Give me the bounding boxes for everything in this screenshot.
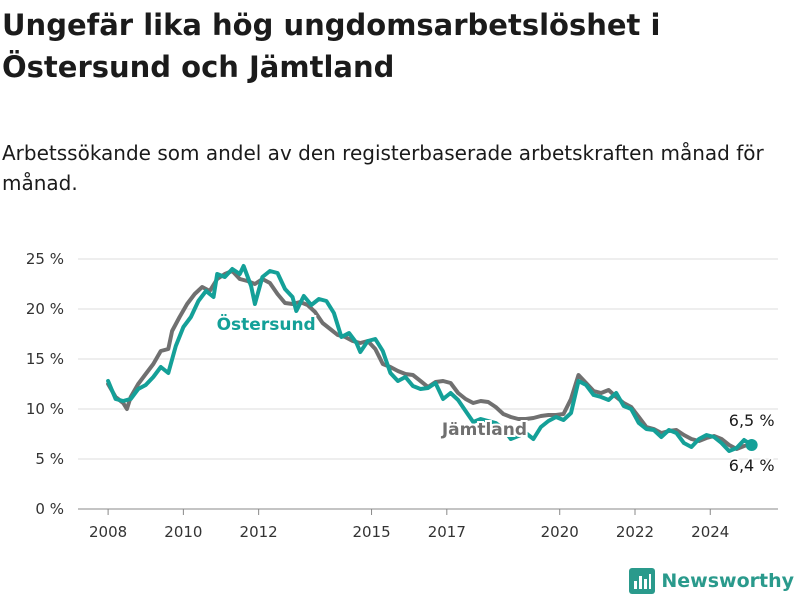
brand-logo: Newsworthy [629, 568, 794, 594]
series-line--stersund [106, 264, 754, 453]
y-tick-label: 15 % [26, 350, 64, 368]
y-tick-label: 5 % [35, 450, 64, 468]
end-value-label-jamtland: 6,5 % [729, 411, 775, 430]
x-tick-label: 2008 [89, 523, 127, 541]
y-tick-label: 0 % [35, 500, 64, 518]
series-line-j-mtland [106, 269, 754, 451]
chart-subtitle: Arbetssökande som andel av den registerb… [2, 141, 764, 195]
x-tick-label: 2020 [541, 523, 579, 541]
series-label-jamtland: Jämtland [441, 420, 527, 440]
end-point-marker [745, 439, 758, 451]
y-tick-label: 10 % [26, 400, 64, 418]
x-tick-label: 2022 [616, 523, 654, 541]
x-tick-label: 2010 [164, 523, 202, 541]
y-tick-label: 20 % [26, 300, 64, 318]
x-tick-label: 2015 [352, 523, 390, 541]
newsworthy-logo-icon [629, 568, 656, 594]
x-tick-label: 2024 [691, 523, 729, 541]
x-tick-label: 2017 [428, 523, 466, 541]
y-tick-label: 25 % [26, 250, 64, 268]
line-chart: 0 % 5 % 10 % 15 % 20 % 25 % 2008 2010 2012 2015 20… [26, 250, 778, 541]
end-value-label-ostersund: 6,4 % [729, 456, 775, 475]
x-tick-label: 2012 [240, 523, 278, 541]
page-title: Ungefär lika hög ungdomsarbetslöshet i Ö… [2, 8, 661, 84]
brand-name: Newsworthy [661, 570, 794, 592]
series-label-ostersund: Östersund [217, 313, 316, 335]
